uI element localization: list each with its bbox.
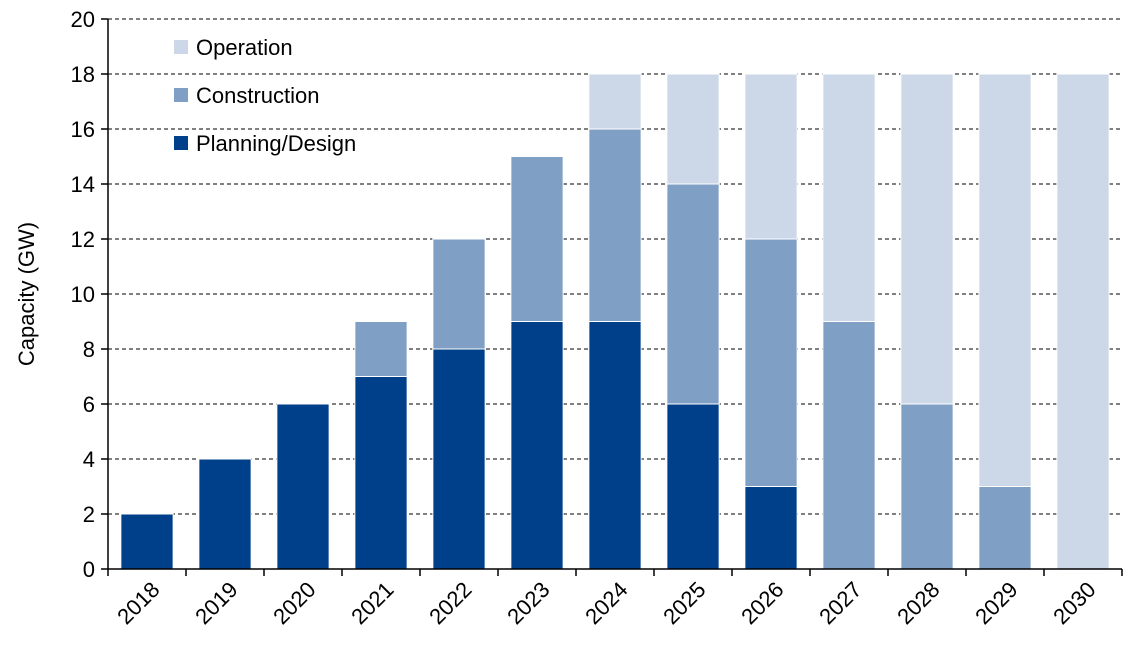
x-tick-label-2024: 2024 [580,577,632,629]
y-tick-label-0: 0 [83,557,95,582]
y-tick-labels: 0 2 4 6 8 10 12 14 16 18 20 [71,7,95,582]
legend-swatch-operation [174,40,188,54]
legend-swatch-planning-design [174,136,188,150]
y-tick-label-8: 8 [83,337,95,362]
bar-2025-operation [666,73,720,185]
bar-2028-construction [900,403,954,570]
x-tick-labels: 2018 2019 2020 2021 2022 2023 2024 2025 2026 2027… [112,577,1100,629]
bar-2018-planning-design [120,513,174,570]
legend-label-planning-design: Planning/Design [196,131,356,156]
legend: Operation Construction Planning/Design [174,35,356,156]
y-tick-label-12: 12 [71,227,95,252]
x-tick-label-2023: 2023 [502,577,554,629]
y-tick-label-14: 14 [71,172,95,197]
bar-2026-operation [744,73,798,240]
legend-swatch-construction [174,88,188,102]
bar-2025-construction [666,183,720,405]
bar-2023-planning-design [510,321,564,570]
bar-2020-planning-design [276,403,330,570]
y-tick-label-18: 18 [71,62,95,87]
bar-2030-operation [1056,73,1110,570]
x-tick-label-2020: 2020 [268,577,320,629]
y-axis-title: Capacity (GW) [14,222,39,366]
x-tick-label-2030: 2030 [1048,577,1100,629]
x-tick-label-2019: 2019 [190,577,242,629]
bar-2022-construction [432,238,486,350]
y-tick-label-2: 2 [83,502,95,527]
bar-2024-operation [588,73,642,130]
bar-2024-planning-design [588,321,642,570]
axes [101,18,1123,576]
y-tick-label-6: 6 [83,392,95,417]
bar-2029-operation [978,73,1032,487]
bar-2026-planning-design [744,486,798,570]
bar-2021-construction [354,321,408,377]
bar-2027-construction [822,321,876,570]
x-tick-label-2026: 2026 [736,577,788,629]
x-tick-label-2021: 2021 [346,577,398,629]
bar-2022-planning-design [432,348,486,570]
y-tick-label-20: 20 [71,7,95,32]
legend-label-operation: Operation [196,35,293,60]
x-tick-label-2022: 2022 [424,577,476,629]
y-tick-label-4: 4 [83,447,95,472]
x-tick-label-2028: 2028 [892,577,944,629]
x-tick-label-2029: 2029 [970,577,1022,629]
bar-2025-planning-design [666,403,720,570]
bars [120,73,1110,570]
bar-2023-construction [510,156,564,322]
bar-2029-construction [978,486,1032,570]
x-tick-label-2025: 2025 [658,577,710,629]
bar-2028-operation [900,73,954,405]
bar-2027-operation [822,73,876,322]
legend-label-construction: Construction [196,83,320,108]
y-tick-label-16: 16 [71,117,95,142]
bar-2024-construction [588,128,642,322]
bar-2026-construction [744,238,798,487]
x-tick-label-2027: 2027 [814,577,866,629]
bar-2021-planning-design [354,376,408,570]
y-tick-label-10: 10 [71,282,95,307]
bar-2019-planning-design [198,458,252,570]
x-tick-label-2018: 2018 [112,577,164,629]
